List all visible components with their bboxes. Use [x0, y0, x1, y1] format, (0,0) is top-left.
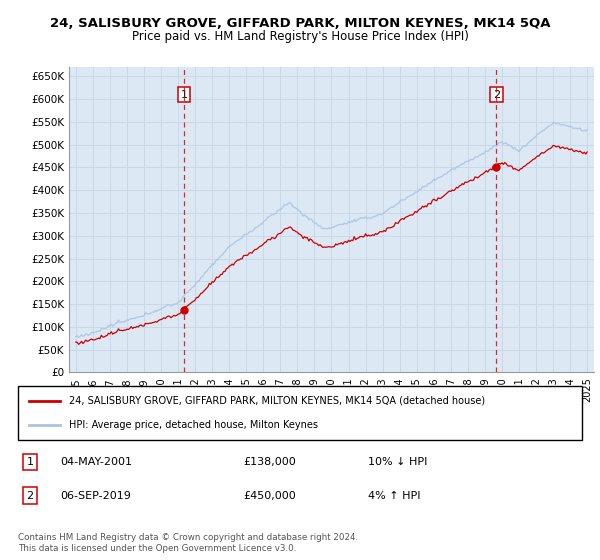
- Text: Price paid vs. HM Land Registry's House Price Index (HPI): Price paid vs. HM Land Registry's House …: [131, 30, 469, 43]
- Text: 2: 2: [26, 491, 34, 501]
- Text: 24, SALISBURY GROVE, GIFFARD PARK, MILTON KEYNES, MK14 5QA: 24, SALISBURY GROVE, GIFFARD PARK, MILTO…: [50, 17, 550, 30]
- Text: £138,000: £138,000: [244, 457, 296, 467]
- Text: 06-SEP-2019: 06-SEP-2019: [60, 491, 131, 501]
- Text: 4% ↑ HPI: 4% ↑ HPI: [368, 491, 420, 501]
- Text: HPI: Average price, detached house, Milton Keynes: HPI: Average price, detached house, Milt…: [69, 420, 318, 430]
- Text: Contains HM Land Registry data © Crown copyright and database right 2024.
This d: Contains HM Land Registry data © Crown c…: [18, 533, 358, 553]
- Text: 2: 2: [493, 90, 500, 100]
- Text: 04-MAY-2001: 04-MAY-2001: [60, 457, 133, 467]
- Text: 10% ↓ HPI: 10% ↓ HPI: [368, 457, 427, 467]
- Text: £450,000: £450,000: [244, 491, 296, 501]
- Text: 24, SALISBURY GROVE, GIFFARD PARK, MILTON KEYNES, MK14 5QA (detached house): 24, SALISBURY GROVE, GIFFARD PARK, MILTO…: [69, 396, 485, 406]
- Text: 1: 1: [181, 90, 188, 100]
- Text: 1: 1: [26, 457, 34, 467]
